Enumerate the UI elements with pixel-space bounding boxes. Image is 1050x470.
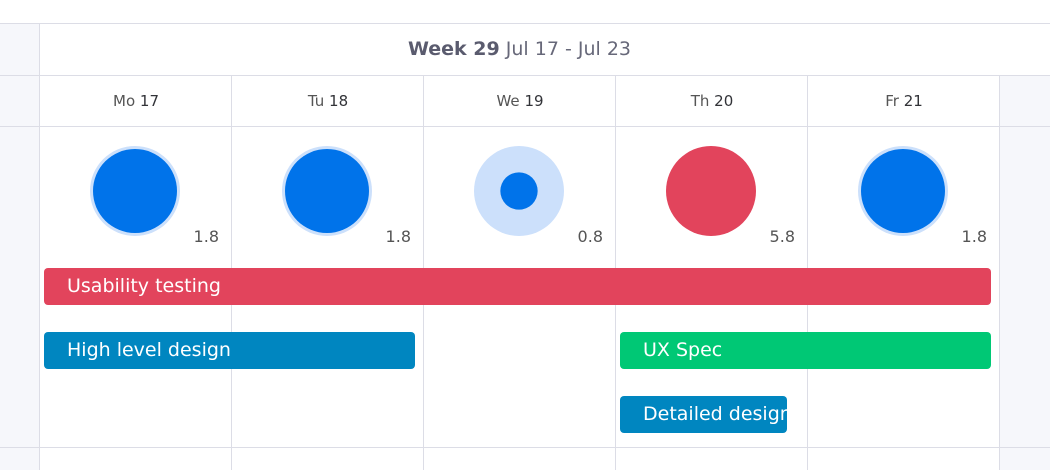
day-name: Fr: [885, 92, 899, 110]
workload-circle: [666, 146, 756, 236]
week-range: Jul 17 - Jul 23: [505, 38, 631, 60]
right-column: [1000, 75, 1050, 470]
day-date: 19: [524, 92, 544, 110]
divider: [39, 23, 40, 470]
day-name: Th: [690, 92, 710, 110]
workload-value: 1.8: [194, 227, 219, 246]
day-header: We 19: [424, 76, 616, 126]
day-name: Tu: [307, 92, 325, 110]
workload-value: 5.8: [770, 227, 795, 246]
workload-circle: [500, 172, 538, 210]
divider: [0, 447, 1050, 448]
workload-value: 1.8: [962, 227, 987, 246]
day-header: Th 20: [616, 76, 808, 126]
day-header: Fr 21: [808, 76, 1000, 126]
day-header: Tu 18: [232, 76, 424, 126]
day-name: Mo: [113, 92, 136, 110]
divider: [0, 126, 1050, 127]
task-bar[interactable]: Usability testing: [44, 268, 991, 305]
day-date: 20: [714, 92, 734, 110]
day-header: Mo 17: [40, 76, 232, 126]
week-header: Week 29 Jul 17 - Jul 23: [40, 23, 999, 75]
day-name: We: [496, 92, 520, 110]
week-number: Week 29: [407, 38, 500, 60]
day-date: 17: [139, 92, 159, 110]
day-date: 21: [903, 92, 923, 110]
workload-value: 1.8: [386, 227, 411, 246]
task-bar[interactable]: High level design: [44, 332, 415, 369]
workload-circle: [285, 149, 369, 233]
divider: [0, 75, 1050, 76]
day-date: 18: [329, 92, 349, 110]
task-bar[interactable]: Detailed design: [620, 396, 788, 433]
workload-value: 0.8: [578, 227, 603, 246]
workload-circle: [93, 149, 177, 233]
left-column: [0, 23, 39, 470]
divider: [999, 75, 1000, 470]
divider: [0, 23, 1050, 24]
task-bar[interactable]: UX Spec: [620, 332, 991, 369]
workload-circle: [861, 149, 945, 233]
